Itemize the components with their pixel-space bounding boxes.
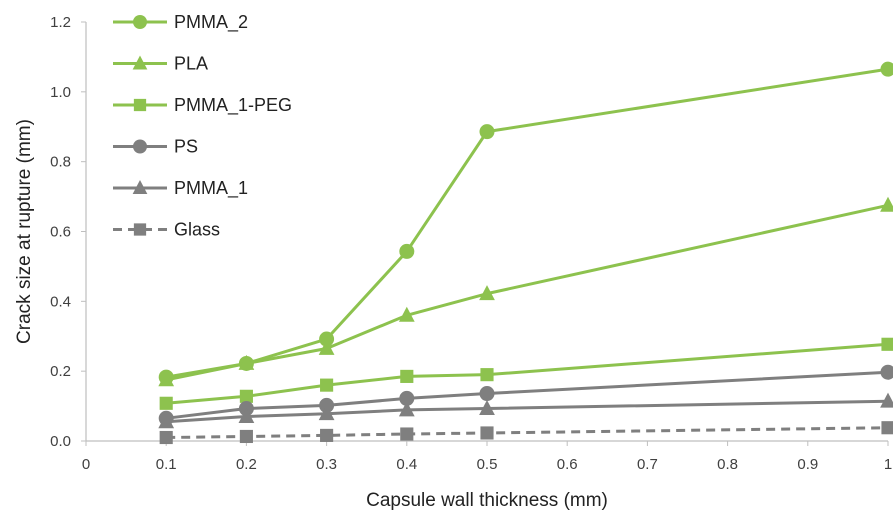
data-point [479, 386, 495, 402]
x-tick-label: 0 [82, 456, 90, 473]
data-point [318, 405, 335, 421]
x-axis-title: Capsule wall thickness (mm) [366, 490, 608, 511]
x-tick-label: 1 [884, 456, 892, 473]
x-tick-label: 0.7 [637, 456, 658, 473]
y-axis-title: Crack size at rupture (mm) [14, 119, 35, 344]
data-point [479, 285, 495, 301]
series-ps [158, 364, 893, 426]
data-point [880, 196, 893, 212]
data-point [480, 368, 494, 382]
x-tick-label: 0.6 [557, 456, 578, 473]
y-tick-label: 0.4 [50, 293, 71, 310]
data-point [479, 399, 495, 415]
series-line [166, 370, 889, 420]
legend-label: PMMA_1 [174, 178, 248, 199]
data-point [238, 354, 255, 370]
legend-item: PMMA_1 [113, 178, 248, 199]
data-point [880, 364, 893, 380]
data-point [158, 371, 175, 387]
data-point [881, 337, 893, 351]
y-tick-label: 0.2 [50, 363, 71, 380]
series-glass [159, 421, 893, 445]
data-point [881, 421, 893, 435]
legend-item: PS [113, 137, 198, 157]
y-tick-label: 0.0 [50, 433, 71, 450]
legend-marker [133, 223, 147, 236]
data-point [398, 401, 415, 417]
y-tick-label: 0.6 [50, 224, 71, 241]
series-pla [158, 196, 893, 387]
y-tick-label: 1.2 [50, 14, 71, 31]
x-tick-label: 0.8 [717, 456, 738, 473]
legend-label: Glass [174, 220, 220, 240]
x-tick-label: 0.1 [156, 456, 177, 473]
legend-marker [133, 139, 147, 154]
series-line [166, 342, 889, 405]
data-point [880, 61, 893, 77]
legend-label: PLA [174, 54, 208, 74]
data-point [399, 243, 415, 259]
series-line [166, 399, 889, 424]
legend-label: PS [174, 137, 198, 157]
series-line [166, 426, 889, 440]
data-point [479, 124, 495, 140]
data-point [400, 369, 414, 383]
data-point [400, 427, 414, 441]
data-point [319, 331, 335, 347]
legend-marker [132, 55, 148, 70]
legend-item: Glass [113, 220, 220, 240]
data-point [159, 396, 173, 410]
data-point [880, 392, 893, 408]
axes: 0 0.1 0.2 0.3 0.4 0.5 0.6 0.7 0.8 0.9 1 0.0 0.2 0.4 0.… [50, 14, 892, 473]
data-point [398, 306, 415, 322]
data-point [320, 378, 334, 392]
data-point [239, 389, 253, 403]
legend: PMMA_2 PLA PMMA_1-PEG PS PMMA_1 Glass [113, 12, 292, 240]
series-line [165, 67, 889, 379]
data-point [318, 339, 335, 355]
y-tick-label: 1.0 [50, 84, 71, 101]
legend-label: PMMA_1-PEG [174, 95, 292, 116]
legend-item: PMMA_2 [113, 12, 248, 33]
series-pmma-1 [158, 392, 893, 429]
legend-marker [133, 98, 147, 112]
x-tick-label: 0.5 [477, 456, 498, 473]
data-point [480, 426, 494, 440]
series-layer [158, 61, 893, 445]
legend-item: PLA [113, 54, 208, 74]
data-point [158, 413, 175, 429]
series-line [165, 203, 889, 382]
x-tick-label: 0.4 [396, 456, 417, 473]
legend-label: PMMA_2 [174, 12, 248, 33]
data-point [320, 428, 334, 442]
legend-item: PMMA_1-PEG [113, 95, 292, 116]
y-tick-label: 0.8 [50, 154, 71, 171]
data-point [159, 430, 173, 445]
series-pmma-1-peg [159, 337, 893, 410]
x-tick-label: 0.3 [316, 456, 337, 473]
legend-marker [132, 180, 148, 194]
x-tick-label: 0.9 [797, 456, 818, 473]
x-tick-label: 0.2 [236, 456, 257, 473]
data-point [238, 408, 255, 423]
data-point [239, 429, 253, 444]
data-point [399, 390, 415, 406]
legend-marker [133, 15, 147, 29]
